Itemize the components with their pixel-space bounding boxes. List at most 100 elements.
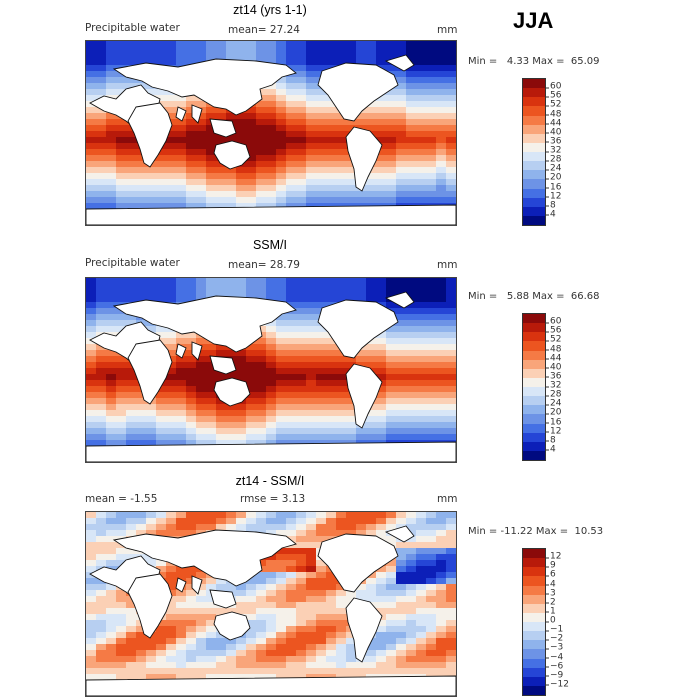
colorbar-swatch [523,685,545,695]
colorbar-swatch [523,585,545,595]
colorbar-swatch [523,179,545,189]
colorbar-tick-label: −6 [545,661,564,672]
landmass [213,377,251,407]
colorbar-swatch [523,603,545,613]
colorbar-tick-label: 56 [545,325,562,336]
panel-1-mean: mean= 27.24 [228,24,300,36]
panel-1-variable-label: Precipitable water [85,22,180,34]
colorbar-swatch [523,359,545,369]
colorbar-tick-label: −9 [545,670,564,681]
colorbar-tick-label: 12 [545,551,562,562]
colorbar-swatch [523,567,545,577]
panel-3-colorbar-ticks: 12 9 6 4 3 2 1 0 −1 −2 −3 −4 −6 −9 −12 [545,548,590,694]
landmass [127,573,173,639]
landmass [86,441,456,462]
colorbar-tick-label: −4 [545,652,564,662]
colorbar-swatch [523,332,545,342]
colorbar-tick-label: −1 [545,624,564,635]
panel-3-min-max: Min = -11.22 Max = 10.53 [468,526,604,537]
landmass [127,339,173,405]
colorbar-tick-label: 28 [545,389,562,400]
colorbar-swatch [523,396,545,406]
colorbar-swatch [523,405,545,415]
colorbar-tick-label: 3 [546,588,556,599]
coastlines [86,525,456,696]
colorbar-swatch [523,197,545,207]
colorbar-swatch [523,88,545,98]
colorbar-swatch [523,432,545,442]
colorbar-tick-label: 12 [545,426,562,437]
colorbar-swatch [523,115,545,125]
landmass [209,355,237,375]
panel-3-colorbar [522,548,546,696]
landmass [317,62,399,122]
landmass [191,575,203,595]
colorbar-tick-label: 8 [546,200,556,211]
colorbar-swatch [523,188,545,198]
colorbar-tick-label: 48 [545,344,562,354]
coastlines [86,54,456,225]
landmass [86,204,456,225]
colorbar-tick-label: 4 [546,444,556,455]
colorbar-tick-label: 24 [545,398,562,409]
colorbar-swatch [523,387,545,397]
panel-1-map [85,40,457,226]
colorbar-tick-label: 4 [546,579,556,589]
colorbar-swatch [523,161,545,171]
colorbar-tick-label: 32 [545,380,562,391]
colorbar-tick-label: 1 [546,606,556,617]
colorbar-tick-label: 48 [545,109,562,119]
colorbar-tick-label: 56 [545,90,562,101]
colorbar-swatch [523,649,545,659]
landmass [191,104,203,124]
colorbar-tick-label: 60 [545,316,562,327]
panel-3-mean: mean = -1.55 [85,493,158,505]
coastlines [86,291,456,462]
landmass [209,118,237,138]
landmass [127,102,173,168]
landmass [213,611,251,641]
season-label: JJA [513,8,554,33]
colorbar-swatch [523,576,545,586]
colorbar-swatch [523,377,545,387]
colorbar-tick-label: 36 [545,371,562,382]
landmass [191,341,203,361]
panel-1-title: zt14 (yrs 1-1) [233,3,307,17]
panel-1-min-max: Min = 4.33 Max = 65.09 [468,56,600,67]
colorbar-tick-label: 40 [545,362,562,373]
landmass [345,597,383,663]
colorbar-tick-label: 44 [545,118,562,129]
colorbar-tick-label: 40 [545,127,562,138]
colorbar-swatch [523,640,545,650]
colorbar-swatch [523,152,545,162]
panel-1-colorbar [522,78,546,226]
panel-2-variable-label: Precipitable water [85,257,180,269]
colorbar-tick-label: 16 [545,417,562,427]
panel-3-rmse: rmse = 3.13 [240,493,306,505]
colorbar-swatch [523,658,545,668]
landmass [86,675,456,696]
panel-2-units: mm [437,259,458,271]
colorbar-swatch [523,97,545,107]
landmass [345,126,383,192]
colorbar-swatch [523,350,545,360]
colorbar-tick-label: 60 [545,81,562,92]
landmass [345,363,383,429]
landmass [112,295,297,353]
landmass [384,291,415,309]
colorbar-swatch [523,667,545,677]
panel-2-colorbar [522,313,546,461]
colorbar-swatch [523,676,545,686]
panel-2-title: SSM/I [252,238,288,252]
colorbar-tick-label: 20 [545,172,562,183]
landmass [112,529,297,587]
colorbar-tick-label: 4 [546,209,556,220]
landmass [384,54,415,72]
colorbar-tick-label: −12 [546,679,569,690]
panel-3-title: zt14 - SSM/I [235,474,305,488]
colorbar-swatch [523,622,545,632]
colorbar-swatch [523,612,545,622]
colorbar-tick-label: 44 [545,353,562,364]
colorbar-swatch [523,323,545,333]
colorbar-tick-label: 6 [546,569,556,580]
